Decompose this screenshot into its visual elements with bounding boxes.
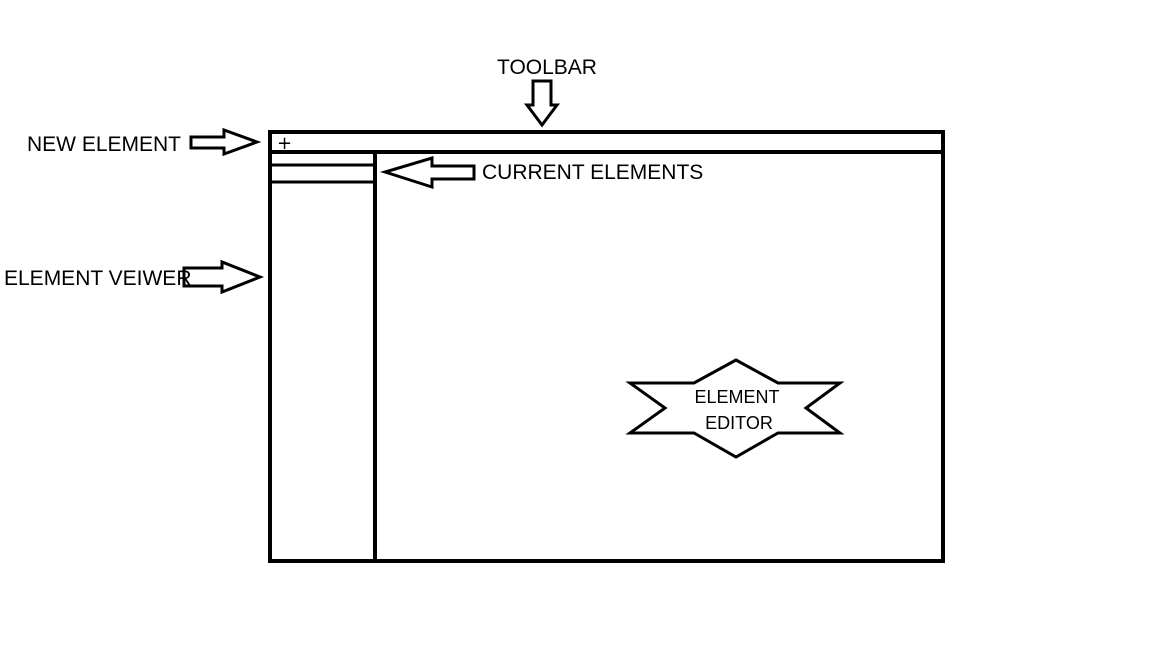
element-editor-label-line1: ELEMENT [694,387,779,407]
new-element-arrow-icon [189,127,262,157]
element-editor[interactable]: ELEMENT EDITOR [625,358,845,459]
toolbar [268,130,945,154]
element-viewer-panel [272,152,373,559]
toolbar-arrow-icon [524,79,560,128]
element-editor-label-line2: EDITOR [705,413,773,433]
element-viewer-label: ELEMENT VEIWER [4,267,191,290]
element-editor-star [625,358,845,459]
current-elements-label: CURRENT ELEMENTS [482,161,703,184]
current-element-item[interactable] [268,163,377,184]
current-elements-arrow-icon [379,155,476,190]
new-element-label: NEW ELEMENT [27,133,181,156]
new-element-button[interactable]: + [272,133,292,154]
toolbar-label: TOOLBAR [497,56,597,79]
plus-icon: + [277,133,292,154]
element-viewer-arrow-icon [182,259,265,295]
